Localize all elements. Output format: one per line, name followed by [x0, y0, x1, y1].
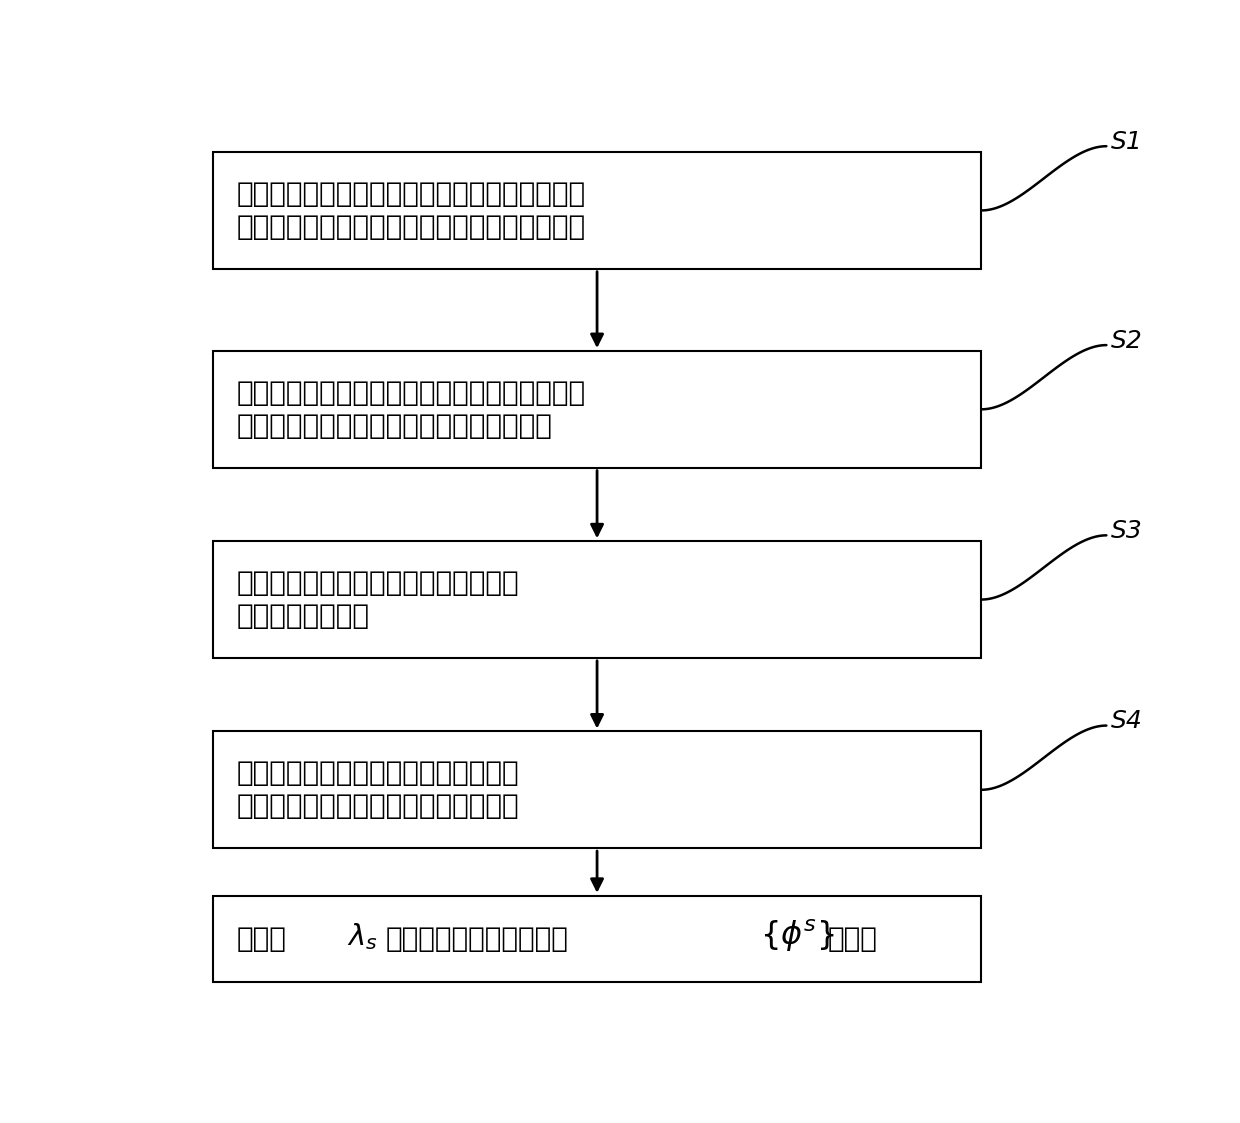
Text: 将钢管混凝土拱桥的结构分类为拱肋、系杆梁、: 将钢管混凝土拱桥的结构分类为拱肋、系杆梁、: [237, 180, 585, 208]
FancyBboxPatch shape: [213, 541, 982, 658]
Text: S3: S3: [1111, 519, 1143, 544]
Text: 横梁等的梁单元和拉索杆单元两种有限元模型；: 横梁等的梁单元和拉索杆单元两种有限元模型；: [237, 212, 585, 240]
Text: S2: S2: [1111, 329, 1143, 353]
Text: 为频率的平方，特征向量: 为频率的平方，特征向量: [386, 925, 568, 953]
Text: $\left\{\phi^s\right\}$: $\left\{\phi^s\right\}$: [760, 919, 836, 955]
Text: $\lambda_s$: $\lambda_s$: [347, 921, 378, 952]
FancyBboxPatch shape: [213, 350, 982, 467]
Text: 结构总体刚度矩阵: 结构总体刚度矩阵: [237, 602, 370, 630]
Text: 为振型: 为振型: [828, 925, 878, 953]
FancyBboxPatch shape: [213, 731, 982, 848]
FancyBboxPatch shape: [213, 896, 982, 983]
Text: 钢管梁单元刚度矩阵、拉索杆单元刚度矩阵: 钢管梁单元刚度矩阵、拉索杆单元刚度矩阵: [237, 412, 553, 439]
Text: 建立引入环境温度时的钢管混凝土拱桥: 建立引入环境温度时的钢管混凝土拱桥: [237, 569, 520, 597]
Text: 得到温度变化后结构特征值和特征向量: 得到温度变化后结构特征值和特征向量: [237, 792, 520, 820]
Text: 求解钢管混凝土拱桥结构振动特征方程: 求解钢管混凝土拱桥结构振动特征方程: [237, 759, 520, 787]
Text: 特征值: 特征值: [237, 925, 286, 953]
Text: S1: S1: [1111, 130, 1143, 154]
Text: 建立引入环境温度时的混凝土梁单元刚度矩阵、: 建立引入环境温度时的混凝土梁单元刚度矩阵、: [237, 378, 585, 407]
Text: S4: S4: [1111, 710, 1143, 733]
FancyBboxPatch shape: [213, 152, 982, 268]
